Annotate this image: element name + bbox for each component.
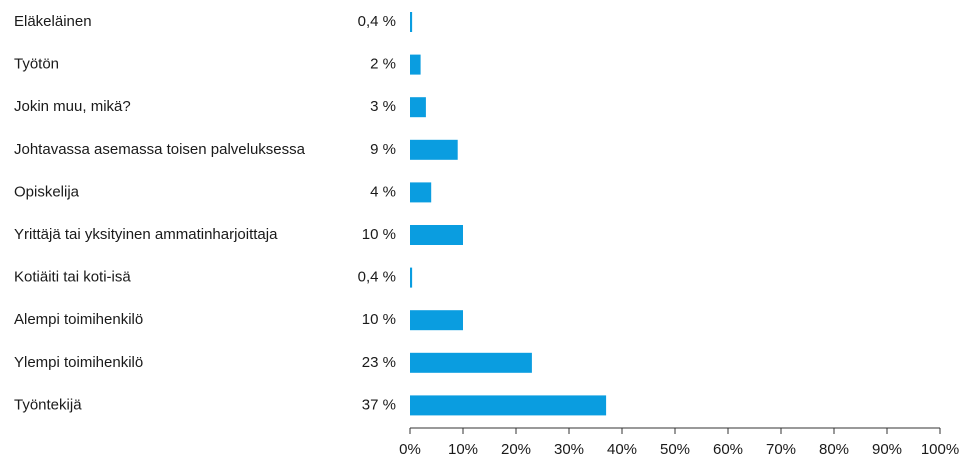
- category-label: Ylempi toimihenkilö: [14, 354, 143, 371]
- bar: [410, 267, 413, 288]
- bar: [410, 395, 607, 416]
- category-label: Johtavassa asemassa toisen palveluksessa: [14, 141, 306, 158]
- value-label: 23 %: [362, 354, 396, 371]
- category-label: Kotiäiti tai koti-isä: [14, 269, 131, 286]
- x-tick-label: 80%: [819, 441, 849, 458]
- value-label: 3 %: [370, 98, 396, 115]
- category-label: Jokin muu, mikä?: [14, 98, 131, 115]
- category-label: Työntekijä: [14, 396, 82, 413]
- bar: [410, 54, 421, 75]
- value-label: 10 %: [362, 311, 396, 328]
- category-label: Alempi toimihenkilö: [14, 311, 143, 328]
- x-tick-label: 20%: [501, 441, 531, 458]
- category-label: Yrittäjä tai yksityinen ammatinharjoitta…: [14, 226, 278, 243]
- x-tick-label: 0%: [399, 441, 421, 458]
- bar: [410, 12, 413, 32]
- bar: [410, 97, 426, 118]
- x-tick-label: 60%: [713, 441, 743, 458]
- value-label: 0,4 %: [358, 13, 396, 30]
- value-label: 0,4 %: [358, 269, 396, 286]
- bar: [410, 352, 532, 373]
- x-tick-label: 100%: [921, 441, 959, 458]
- x-tick-label: 50%: [660, 441, 690, 458]
- category-label: Työtön: [14, 56, 59, 73]
- bar: [410, 310, 463, 331]
- category-label: Opiskelija: [14, 183, 80, 200]
- x-tick-label: 10%: [448, 441, 478, 458]
- bar: [410, 139, 458, 160]
- x-tick-label: 90%: [872, 441, 902, 458]
- category-label: Eläkeläinen: [14, 13, 92, 30]
- x-tick-label: 70%: [766, 441, 796, 458]
- value-label: 4 %: [370, 183, 396, 200]
- value-label: 9 %: [370, 141, 396, 158]
- bar: [410, 182, 432, 203]
- x-tick-label: 30%: [554, 441, 584, 458]
- bar: [410, 225, 463, 245]
- value-label: 10 %: [362, 226, 396, 243]
- value-label: 37 %: [362, 396, 396, 413]
- x-tick-label: 40%: [607, 441, 637, 458]
- value-label: 2 %: [370, 56, 396, 73]
